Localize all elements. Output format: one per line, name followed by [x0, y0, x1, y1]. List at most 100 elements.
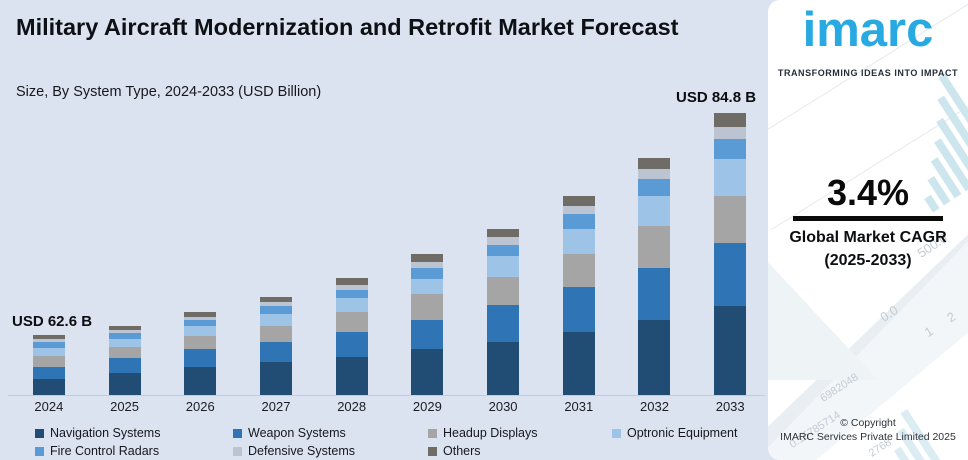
fire-control-radars-segment — [562, 214, 595, 229]
defensive-systems-segment — [638, 169, 671, 179]
legend-item-defensive-systems: Defensive Systems — [233, 444, 428, 458]
x-axis-label-2025: 2025 — [110, 399, 140, 414]
legend-label-optronic-equipment: Optronic Equipment — [627, 426, 738, 440]
navigation-systems-segment — [638, 320, 671, 395]
bar-column-2027 — [238, 100, 314, 395]
defensive-systems-segment — [259, 302, 292, 306]
weapon-systems-segment — [411, 320, 444, 349]
bar-column-2030 — [465, 100, 541, 395]
legend-label-others: Others — [443, 444, 481, 458]
weapon-systems-segment — [32, 367, 65, 379]
optronic-equipment-segment — [714, 159, 747, 196]
headup-displays-segment — [32, 356, 65, 367]
bar-stack-2032 — [638, 158, 671, 395]
optronic-equipment-segment — [335, 298, 368, 312]
panel-content: imarc TRANSFORMING IDEAS INTO IMPACT 3.4… — [768, 0, 968, 460]
navigation-systems-segment — [184, 367, 217, 395]
legend-label-fire-control-radars: Fire Control Radars — [50, 444, 160, 458]
legend-swatch-weapon-systems — [233, 428, 242, 438]
navigation-systems-segment — [487, 342, 520, 395]
headup-displays-segment — [411, 294, 444, 320]
bar-stack-2033 — [714, 113, 747, 395]
weapon-systems-segment — [184, 349, 217, 367]
legend-swatch-fire-control-radars — [35, 446, 44, 456]
legend-label-headup-displays: Headup Displays — [443, 426, 538, 440]
headup-displays-segment — [259, 326, 292, 342]
others-segment — [714, 113, 747, 127]
legend-swatch-navigation-systems — [35, 428, 44, 438]
fire-control-radars-segment — [487, 245, 520, 256]
x-axis-label-2031: 2031 — [564, 399, 594, 414]
bar-column-2032 — [617, 100, 693, 395]
navigation-systems-segment — [562, 332, 595, 395]
legend-label-defensive-systems: Defensive Systems — [248, 444, 355, 458]
fire-control-radars-segment — [638, 179, 671, 196]
bar-stack-2030 — [487, 229, 520, 395]
others-segment — [638, 158, 671, 169]
x-axis-label-2030: 2030 — [488, 399, 518, 414]
defensive-systems-segment — [714, 127, 747, 139]
legend-swatch-headup-displays — [428, 428, 437, 438]
navigation-systems-segment — [411, 349, 444, 395]
weapon-systems-segment — [487, 305, 520, 342]
weapon-systems-segment — [335, 332, 368, 357]
x-axis-label-2029: 2029 — [412, 399, 442, 414]
fire-control-radars-segment — [335, 290, 368, 298]
bar-column-2028 — [314, 100, 390, 395]
bar-chart-plot — [11, 100, 768, 395]
bar-column-2025 — [87, 100, 163, 395]
x-axis-label-2024: 2024 — [34, 399, 64, 414]
bar-stack-2025 — [108, 326, 141, 395]
others-segment — [562, 196, 595, 206]
fire-control-radars-segment — [714, 139, 747, 159]
legend-item-weapon-systems: Weapon Systems — [233, 426, 428, 440]
x-axis-line — [8, 395, 765, 396]
cagr-label-line1: Global Market CAGR — [789, 229, 947, 246]
fire-control-radars-segment — [184, 320, 217, 326]
legend-item-others: Others — [428, 444, 612, 458]
imarc-tagline: TRANSFORMING IDEAS INTO IMPACT — [777, 68, 959, 78]
bar-stack-2031 — [562, 196, 595, 395]
cagr-label-line2: (2025-2033) — [824, 252, 912, 269]
others-segment — [184, 312, 217, 317]
navigation-systems-segment — [259, 362, 292, 395]
legend-swatch-defensive-systems — [233, 446, 242, 456]
bar-column-2026 — [162, 100, 238, 395]
bar-stack-2027 — [259, 297, 292, 395]
headup-displays-segment — [184, 336, 217, 349]
headup-displays-segment — [562, 254, 595, 287]
optronic-equipment-segment — [259, 314, 292, 326]
bar-column-2033 — [692, 100, 768, 395]
others-segment — [411, 254, 444, 262]
x-axis-label-2028: 2028 — [337, 399, 367, 414]
others-segment — [259, 297, 292, 302]
chart-legend: Navigation Systems Weapon Systems Headup D… — [35, 426, 737, 458]
x-axis-label-2026: 2026 — [185, 399, 215, 414]
optronic-equipment-segment — [638, 196, 671, 226]
others-segment — [108, 326, 141, 330]
defensive-systems-segment — [32, 339, 65, 342]
optronic-equipment-segment — [411, 279, 444, 294]
x-axis-label-2032: 2032 — [640, 399, 669, 414]
copyright-line2: IMARC Services Private Limited 2025 — [780, 431, 956, 443]
fire-control-radars-segment — [411, 268, 444, 279]
page-title: Military Aircraft Modernization and Retr… — [16, 14, 679, 40]
legend-label-navigation-systems: Navigation Systems — [50, 426, 161, 440]
x-axis-label-2033: 2033 — [715, 399, 745, 414]
defensive-systems-segment — [108, 330, 141, 333]
imarc-logo: imarc — [802, 3, 934, 57]
legend-swatch-others — [428, 446, 437, 456]
legend-item-headup-displays: Headup Displays — [428, 426, 612, 440]
value-label-2033: USD 84.8 B — [676, 89, 757, 106]
optronic-equipment-segment — [108, 339, 141, 347]
weapon-systems-segment — [562, 287, 595, 332]
optronic-equipment-segment — [487, 256, 520, 277]
bar-stack-2028 — [335, 278, 368, 395]
others-segment — [32, 335, 65, 339]
x-axis-labels: 2024 2025 2026 2027 2028 2029 2030 2031 2032 2033 — [11, 399, 768, 414]
bar-stack-2029 — [411, 254, 444, 395]
weapon-systems-segment — [108, 358, 141, 373]
legend-item-fire-control-radars: Fire Control Radars — [35, 444, 233, 458]
